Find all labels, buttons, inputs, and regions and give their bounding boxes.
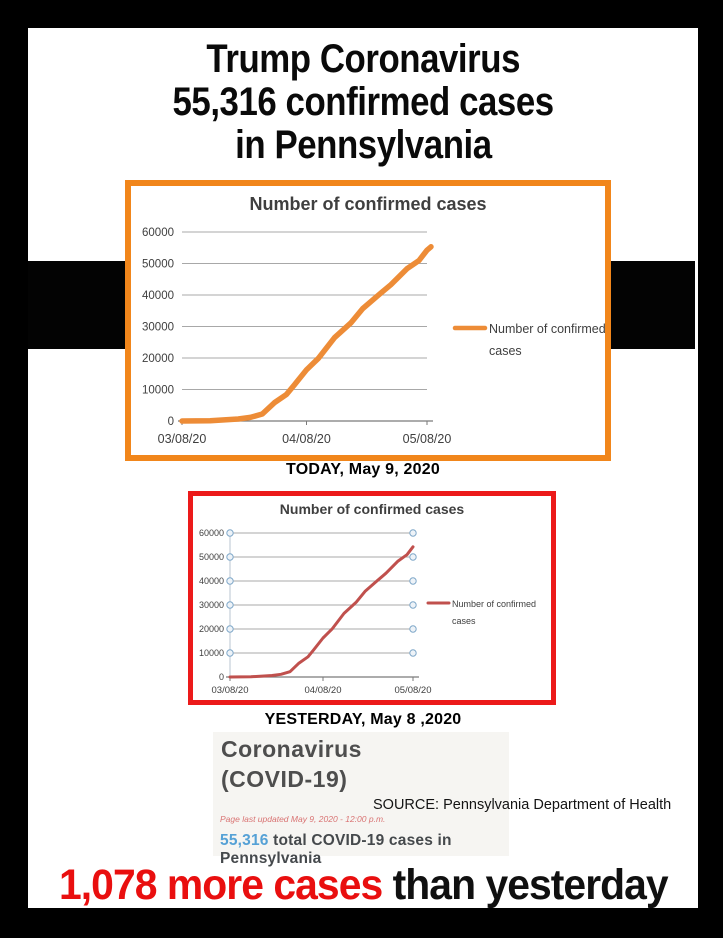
svg-text:50000: 50000 xyxy=(199,552,224,562)
svg-text:60000: 60000 xyxy=(199,528,224,538)
bottom-headline: 1,078 more cases than yesterday xyxy=(28,861,698,910)
svg-text:05/08/20: 05/08/20 xyxy=(395,685,432,696)
svg-text:0: 0 xyxy=(219,672,224,682)
yesterday-caption: YESTERDAY, May 8 ,2020 xyxy=(264,711,462,728)
svg-text:Number of confirmed: Number of confirmed xyxy=(489,322,605,336)
svg-text:0: 0 xyxy=(168,416,174,428)
svg-text:cases: cases xyxy=(489,344,522,358)
y-axis-labels: 0 10000 20000 30000 40000 50000 60000 xyxy=(199,528,224,682)
svg-text:cases: cases xyxy=(452,616,476,626)
series-line xyxy=(228,545,415,679)
chart-title: Number of confirmed cases xyxy=(249,194,486,214)
poster-title: Trump Coronavirus 55,316 confirmed cases… xyxy=(28,38,698,167)
poster-title-line2: 55,316 confirmed cases xyxy=(172,80,554,124)
chart-today: Number of confirmed cases 0 10000 20000 3000… xyxy=(125,180,611,461)
page-updated-note: Page last updated May 9, 2020 - 12:00 p.… xyxy=(220,814,386,824)
today-caption: TODAY, May 9, 2020 xyxy=(286,461,440,478)
svg-text:40000: 40000 xyxy=(142,290,174,302)
y-axis-labels: 0 10000 20000 30000 40000 50000 60000 xyxy=(142,227,174,428)
series-line xyxy=(179,244,434,424)
gridline-handles xyxy=(226,529,417,657)
svg-text:30000: 30000 xyxy=(142,322,174,334)
poster-title-line1: Trump Coronavirus xyxy=(206,37,520,81)
svg-text:20000: 20000 xyxy=(199,624,224,634)
poster-canvas: Trump Coronavirus 55,316 confirmed cases… xyxy=(28,28,698,910)
total-cases-number: 55,316 xyxy=(220,832,269,849)
legend: Number of confirmed cases xyxy=(452,322,605,358)
x-axis-labels: 03/08/20 04/08/20 05/08/20 xyxy=(212,677,432,696)
x-axis-labels: 03/08/20 04/08/20 05/08/20 xyxy=(158,421,452,446)
svg-text:20000: 20000 xyxy=(142,353,174,365)
total-cases-line: 55,316 total COVID-19 cases in Pennsylva… xyxy=(220,832,509,868)
snippet-heading-line1: Coronavirus xyxy=(221,736,362,762)
health-dept-snippet: Coronavirus (COVID-19) Page last updated… xyxy=(213,732,509,867)
source-label: SOURCE: Pennsylvania Department of Healt… xyxy=(373,797,672,813)
poster-title-line3: in Pennsylvania xyxy=(234,123,492,167)
chart-svg: Number of confirmed cases 0 10000 20000 3000… xyxy=(142,194,605,446)
total-cases-text: total COVID-19 cases in Pennsylvania xyxy=(220,832,452,867)
svg-text:60000: 60000 xyxy=(142,227,174,239)
svg-text:04/08/20: 04/08/20 xyxy=(305,685,342,696)
svg-text:10000: 10000 xyxy=(199,648,224,658)
svg-text:Number of confirmed: Number of confirmed xyxy=(452,599,536,609)
gridlines xyxy=(178,231,433,422)
svg-text:03/08/20: 03/08/20 xyxy=(158,432,207,446)
svg-text:10000: 10000 xyxy=(142,385,174,397)
gridlines xyxy=(226,532,419,678)
headline-black-text: than yesterday xyxy=(381,861,668,909)
svg-text:05/08/20: 05/08/20 xyxy=(403,432,452,446)
snippet-heading: Coronavirus (COVID-19) xyxy=(221,734,362,794)
svg-text:50000: 50000 xyxy=(142,259,174,271)
svg-text:03/08/20: 03/08/20 xyxy=(212,685,249,696)
svg-text:40000: 40000 xyxy=(199,576,224,586)
snippet-heading-line2: (COVID-19) xyxy=(221,766,348,792)
chart-svg: Number of confirmed cases 0 10000 20000 3000… xyxy=(199,501,536,696)
chart-yesterday: Number of confirmed cases 0 10000 20000 3000… xyxy=(188,491,556,705)
svg-text:04/08/20: 04/08/20 xyxy=(282,432,331,446)
chart-title: Number of confirmed cases xyxy=(280,501,465,517)
legend: Number of confirmed cases xyxy=(426,599,536,626)
svg-text:30000: 30000 xyxy=(199,600,224,610)
headline-red-text: 1,078 more cases xyxy=(58,861,383,909)
